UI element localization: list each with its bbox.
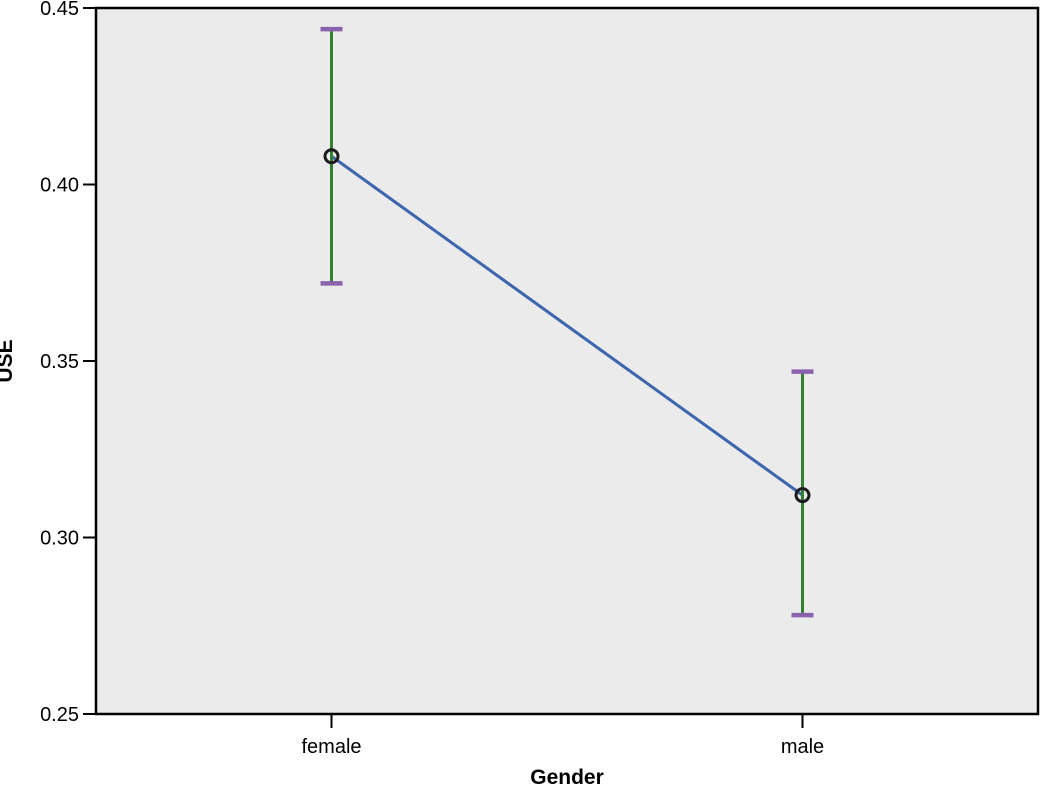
y-tick-label: 0.25	[40, 704, 79, 726]
plot-area: 0.25 0.30 0.35 0.40 0.45 female male	[40, 0, 1040, 758]
data-point-marker-female	[323, 148, 340, 165]
plot-background	[94, 6, 1040, 716]
y-tick-label: 0.30	[40, 528, 79, 550]
x-tick-label-female: female	[301, 736, 361, 758]
x-axis-title: Gender	[530, 766, 604, 789]
y-tick-label: 0.40	[40, 175, 79, 197]
x-tick-label-male: male	[781, 736, 824, 758]
y-axis-title: USE	[0, 339, 17, 382]
series-line	[330, 155, 804, 497]
y-tick-label: 0.35	[40, 351, 79, 373]
y-tick-label: 0.45	[40, 0, 79, 20]
data-point-marker-male	[794, 487, 811, 504]
